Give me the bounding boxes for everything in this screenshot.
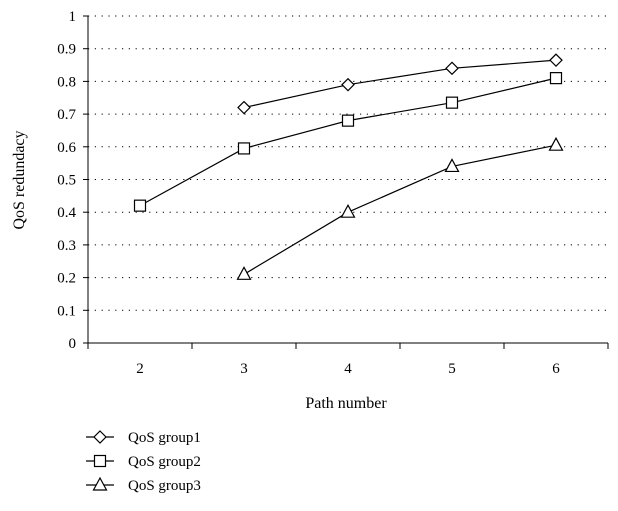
axes bbox=[83, 15, 609, 349]
series-line bbox=[139, 77, 557, 207]
tick-labels: 0 0.1 0.2 0.3 0.4 0.5 0.6 0.7 0.8 0.9 1 2 3 4 5 6 bbox=[57, 9, 560, 377]
data-point bbox=[445, 61, 459, 76]
y-tick-label: 0.9 bbox=[57, 42, 76, 58]
y-tick-label: 0.1 bbox=[57, 303, 76, 319]
data-point bbox=[236, 266, 252, 280]
data-point bbox=[549, 53, 563, 67]
y-tick-label: 0.8 bbox=[57, 74, 76, 90]
legend-item: QoS group2 bbox=[86, 454, 201, 470]
legend-item: QoS group1 bbox=[86, 430, 201, 446]
data-point bbox=[237, 142, 251, 155]
y-tick-label: 0.7 bbox=[57, 107, 76, 123]
gridlines bbox=[88, 15, 608, 311]
series-qos-group2 bbox=[133, 72, 563, 212]
y-tick-label: 0 bbox=[69, 336, 77, 352]
x-tick-label: 3 bbox=[240, 361, 248, 377]
legend-marker bbox=[92, 476, 108, 491]
data-point bbox=[341, 77, 355, 92]
data-point bbox=[549, 72, 563, 85]
legend-label: QoS group3 bbox=[128, 478, 201, 494]
data-point bbox=[237, 100, 251, 115]
legend-label: QoS group2 bbox=[128, 454, 201, 470]
x-tick-label: 4 bbox=[344, 361, 352, 377]
data-point bbox=[341, 114, 355, 127]
y-tick-label: 0.5 bbox=[57, 173, 76, 189]
data-point bbox=[444, 158, 460, 173]
series-qos-group1 bbox=[237, 53, 563, 115]
legend-marker bbox=[93, 430, 107, 444]
data-point bbox=[340, 203, 356, 218]
y-tick-label: 1 bbox=[69, 9, 77, 25]
series-line bbox=[243, 59, 557, 109]
series-line bbox=[243, 144, 557, 275]
series-qos-group3 bbox=[236, 136, 564, 280]
legend-marker bbox=[93, 454, 107, 468]
x-tick-label: 2 bbox=[136, 361, 144, 377]
legend: QoS group1 QoS group2 QoS group3 bbox=[86, 430, 201, 494]
y-tick-label: 0.6 bbox=[57, 140, 76, 156]
data-point bbox=[445, 96, 459, 109]
x-axis-label: Path number bbox=[305, 395, 387, 412]
y-tick-label: 0.2 bbox=[57, 271, 76, 287]
data-point bbox=[133, 199, 147, 212]
series bbox=[133, 53, 564, 280]
legend-label: QoS group1 bbox=[128, 430, 201, 446]
data-point bbox=[548, 136, 564, 151]
y-tick-label: 0.4 bbox=[57, 205, 76, 221]
x-tick-label: 5 bbox=[448, 361, 456, 377]
x-tick-label: 6 bbox=[552, 361, 560, 377]
y-tick-label: 0.3 bbox=[57, 238, 76, 254]
legend-item: QoS group3 bbox=[86, 476, 201, 494]
y-axis-label: QoS redundacy bbox=[11, 130, 28, 229]
